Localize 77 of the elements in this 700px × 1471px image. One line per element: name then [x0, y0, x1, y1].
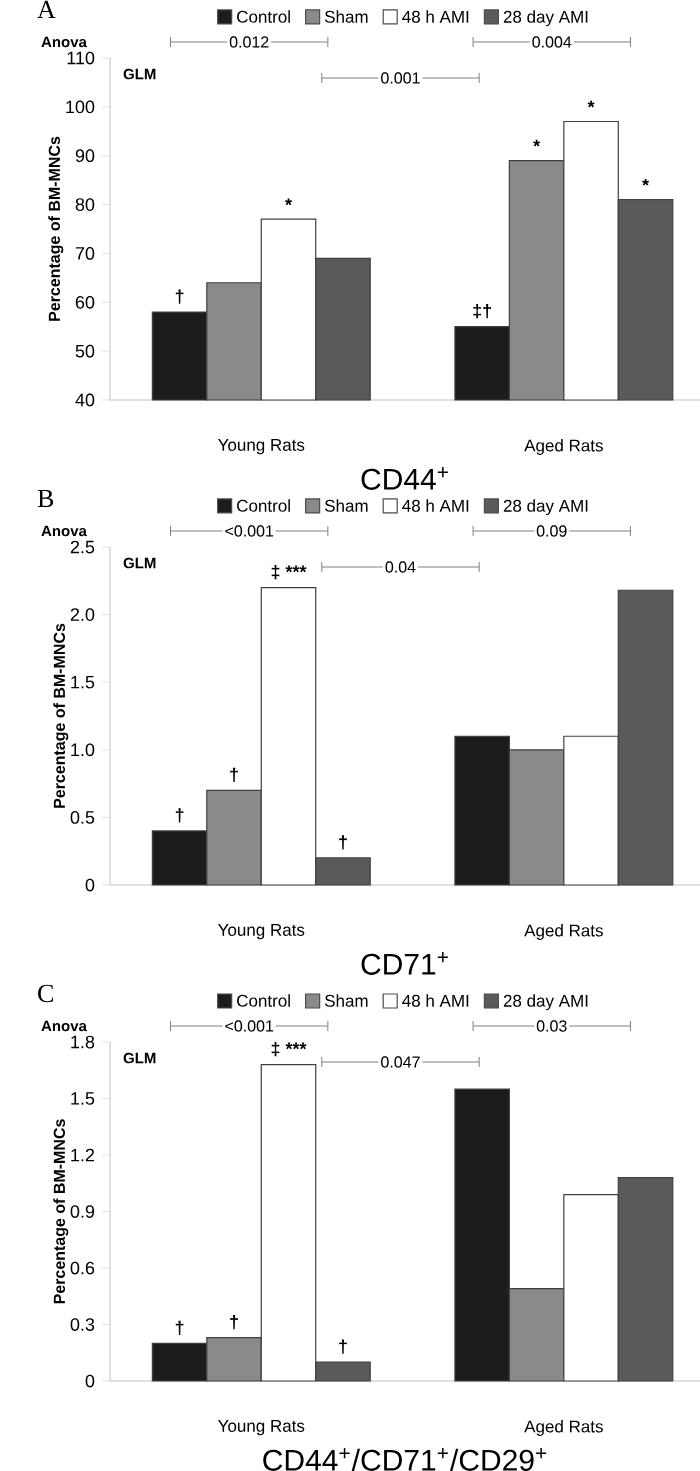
text: C	[38, 984, 53, 1003]
data-label: ‡†	[473, 304, 491, 319]
y-tick-label: 100	[66, 100, 95, 114]
text: B	[37, 489, 54, 508]
y-tick-label: 0.6	[70, 1261, 95, 1275]
y-axis-title: Percentage of BM-MNCs	[53, 623, 69, 808]
text: <0.001	[225, 1020, 274, 1032]
text: <0.001	[225, 525, 274, 537]
legend-label: Sham	[324, 10, 368, 23]
y-tick-label: 60	[75, 295, 95, 309]
data-label: ‡ ***	[271, 1041, 307, 1057]
text: 0.09	[536, 525, 567, 537]
data-label: †	[175, 1320, 184, 1335]
y-tick-label: 0	[85, 1374, 95, 1388]
legend-label: Sham	[324, 499, 368, 512]
text: Anova	[41, 36, 87, 48]
y-tick-label: 0.3	[70, 1318, 95, 1331]
y-tick-label: 0	[85, 878, 95, 892]
data-label: *	[533, 139, 541, 147]
annotation: GLM	[123, 1052, 156, 1064]
legend-label: 28 day AMI	[503, 499, 588, 516]
y-tick-label: 2.5	[70, 540, 95, 554]
legend-label: Control	[237, 10, 290, 23]
y-tick-label: 0.5	[70, 811, 95, 824]
legend-label: 48 h AMI	[402, 10, 469, 23]
legend-label: 48 h AMI	[402, 499, 469, 512]
y-tick-label: 0.9	[70, 1205, 95, 1218]
y-tick-label: 1.8	[71, 1035, 95, 1049]
y-tick-label: 1.2	[71, 1148, 95, 1162]
data-label: †	[230, 1315, 238, 1330]
data-label: †	[339, 1339, 347, 1354]
text: Anova	[41, 1020, 87, 1032]
legend-label: Control	[237, 994, 290, 1007]
y-tick-label: 80	[75, 198, 95, 211]
x-tick-label: Young Rats	[218, 439, 305, 455]
y-axis-title: Percentage of BM-MNCs	[48, 136, 64, 321]
text: Anova	[41, 525, 87, 537]
y-axis-title: Percentage of BM-MNCs	[53, 1119, 69, 1304]
text: 0.004	[532, 36, 572, 48]
y-tick-label: 1.5	[71, 675, 95, 689]
data-label: †	[175, 289, 184, 304]
y-tick-label: 50	[75, 344, 95, 358]
legend-label: Sham	[324, 994, 368, 1007]
text: 0.03	[536, 1020, 567, 1032]
y-tick-label: 1.0	[71, 743, 95, 757]
legend-label: 28 day AMI	[503, 10, 588, 27]
data-label: †	[175, 808, 184, 823]
annotation: 0.047	[381, 1056, 420, 1068]
text: CD44$^{+}$/CD71$^{+}$/CD29$^{+}$	[263, 1448, 547, 1471]
text: 0.012	[229, 36, 269, 48]
legend-label: 28 day AMI	[503, 994, 588, 1011]
data-label: ‡ ***	[271, 564, 307, 580]
text: CD71$^{+}$	[361, 952, 448, 975]
y-tick-label: 70	[75, 247, 95, 260]
y-tick-label: 90	[75, 149, 95, 163]
data-label: *	[285, 198, 293, 206]
text: CD44$^{+}$	[361, 467, 448, 490]
x-tick-label: Aged Rats	[524, 1420, 603, 1436]
data-label: †	[230, 767, 238, 782]
data-label: †	[339, 835, 347, 850]
annotation: 0.001	[381, 72, 420, 84]
text: A	[37, 0, 56, 18]
x-tick-label: Young Rats	[218, 924, 305, 940]
y-tick-label: 110	[67, 51, 95, 65]
annotation: 0.04	[385, 561, 416, 573]
y-tick-label: 2.0	[70, 608, 95, 621]
legend-label: 48 h AMI	[402, 994, 469, 1007]
data-label: *	[642, 178, 650, 186]
x-tick-label: Aged Rats	[524, 439, 603, 455]
x-tick-label: Young Rats	[218, 1420, 305, 1436]
annotation: GLM	[123, 557, 156, 569]
data-label: *	[587, 100, 595, 108]
legend-label: Control	[237, 499, 290, 512]
annotation: GLM	[123, 68, 156, 80]
x-tick-label: Aged Rats	[524, 924, 603, 940]
y-tick-label: 40	[75, 393, 95, 407]
y-tick-label: 1.5	[71, 1092, 95, 1105]
